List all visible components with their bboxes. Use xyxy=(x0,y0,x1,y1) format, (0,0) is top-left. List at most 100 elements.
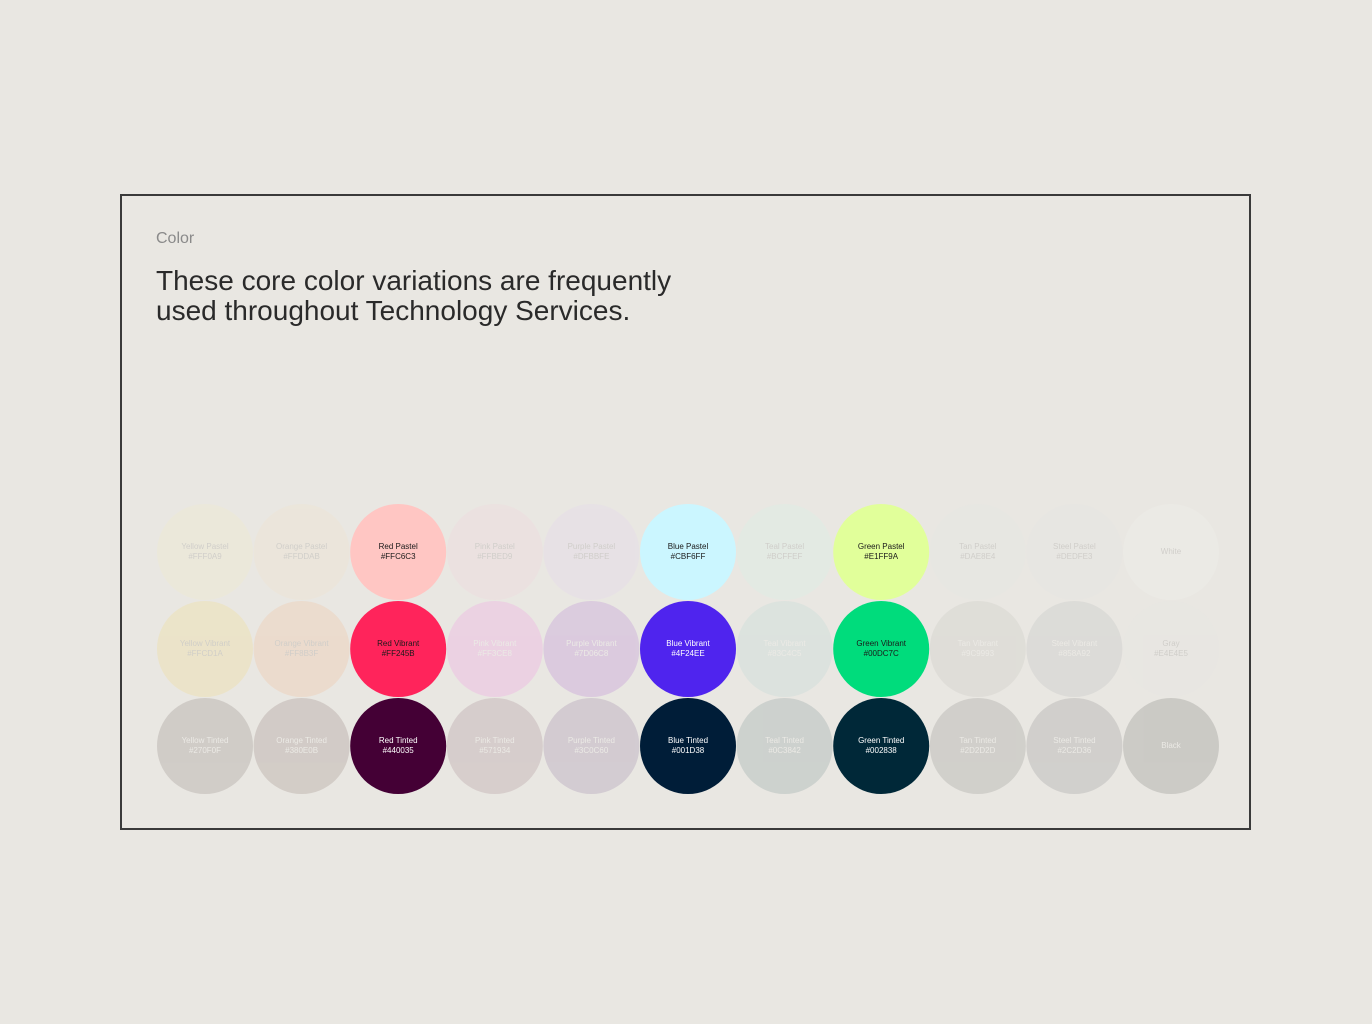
heading-line: used throughout Technology Services. xyxy=(156,295,631,326)
swatch-circle xyxy=(833,504,930,600)
swatch-hex: #FFF0A9 xyxy=(188,552,222,561)
swatch: Pink Vibrant#FF3CE8 xyxy=(446,601,543,697)
swatch-hex: #E1FF9A xyxy=(864,552,898,561)
swatch-hex: #440035 xyxy=(383,746,415,755)
swatch-circle xyxy=(350,504,447,600)
swatch: Yellow Pastel#FFF0A9 xyxy=(157,504,253,600)
swatch-circle xyxy=(253,504,350,600)
swatch-hex: #DEDFE3 xyxy=(1056,552,1093,561)
swatch-circle xyxy=(640,504,736,600)
swatch-circle xyxy=(640,698,736,794)
swatch-name: Pink Tinted xyxy=(475,736,515,745)
swatch-name: Red Tinted xyxy=(379,736,418,745)
swatch: Yellow Tinted#270F0F xyxy=(157,698,253,794)
swatch-name: Blue Pastel xyxy=(668,542,709,551)
swatch: Steel Tinted#2C2D36 xyxy=(1026,698,1123,794)
swatch-circle xyxy=(833,698,930,794)
swatch-circle xyxy=(929,601,1026,697)
swatch-name: Green Vibrant xyxy=(856,639,906,648)
swatch: Purple Tinted#3C0C60 xyxy=(543,698,640,794)
swatch-circle xyxy=(1026,601,1123,697)
swatch: Purple Pastel#DFBBFE xyxy=(543,504,640,600)
swatch-circle xyxy=(1026,698,1123,794)
swatch-name: Red Vibrant xyxy=(377,639,420,648)
swatch-circle xyxy=(253,601,350,697)
swatch-name: Orange Pastel xyxy=(276,542,327,551)
swatch: Yellow Vibrant#FFCD1A xyxy=(157,601,253,697)
swatch-hex: #00DC7C xyxy=(864,649,899,658)
swatch: Teal Pastel#BCFFEF xyxy=(736,504,833,600)
swatch: Orange Pastel#FFDDAB xyxy=(253,504,350,600)
swatch-hex: #FF8B3F xyxy=(285,649,318,658)
swatch-name: Tan Tinted xyxy=(959,736,996,745)
swatch-circle xyxy=(1123,698,1219,794)
swatch-circle xyxy=(157,504,253,600)
swatch-circle xyxy=(253,698,350,794)
swatch: Red Tinted#440035 xyxy=(350,698,447,794)
swatch-hex: #DAE8E4 xyxy=(960,552,996,561)
swatch-circle xyxy=(350,698,447,794)
swatch-name: Yellow Pastel xyxy=(181,542,229,551)
swatch: Blue Vibrant#4F24EE xyxy=(640,601,736,697)
swatch-name: Purple Vibrant xyxy=(566,639,617,648)
swatch-hex: #2D2D2D xyxy=(960,746,995,755)
swatch-name: Steel Vibrant xyxy=(1052,639,1098,648)
swatch-hex: #BCFFEF xyxy=(767,552,803,561)
swatch: Green Pastel#E1FF9A xyxy=(833,504,930,600)
swatch-circle xyxy=(1123,601,1219,697)
swatch: Teal Tinted#0C3842 xyxy=(736,698,833,794)
swatch-hex: #E4E4E5 xyxy=(1154,649,1188,658)
swatch-name: Orange Vibrant xyxy=(275,639,330,648)
swatch-name: Teal Tinted xyxy=(765,736,804,745)
swatch-hex: #3C0C60 xyxy=(574,746,608,755)
swatch-circle xyxy=(543,601,640,697)
swatch-hex: #83C4C5 xyxy=(768,649,802,658)
swatch-hex: #FF245B xyxy=(382,649,415,658)
swatch: Purple Vibrant#7D06C8 xyxy=(543,601,640,697)
swatch-hex: #2C2D36 xyxy=(1057,746,1091,755)
swatch: Gray#E4E4E5 xyxy=(1123,601,1219,697)
swatch-hex: #858A92 xyxy=(1058,649,1091,658)
swatch: Steel Vibrant#858A92 xyxy=(1026,601,1123,697)
swatch-circle xyxy=(543,698,640,794)
swatch: White xyxy=(1123,504,1219,600)
swatch-name: White xyxy=(1161,547,1182,556)
swatch-name: Tan Pastel xyxy=(959,542,997,551)
swatch-name: Blue Vibrant xyxy=(666,639,710,648)
swatch: Green Vibrant#00DC7C xyxy=(833,601,930,697)
swatch-circle xyxy=(640,601,736,697)
swatch-circle xyxy=(929,698,1026,794)
swatch-circle xyxy=(543,504,640,600)
swatch: Orange Vibrant#FF8B3F xyxy=(253,601,350,697)
swatch-name: Pink Pastel xyxy=(475,542,515,551)
swatch: Green Tinted#002838 xyxy=(833,698,930,794)
swatch: Tan Pastel#DAE8E4 xyxy=(929,504,1026,600)
swatch-name: Purple Tinted xyxy=(568,736,615,745)
heading: These core color variations are frequent… xyxy=(156,266,671,326)
swatch-name: Tan Vibrant xyxy=(958,639,999,648)
swatch: Tan Vibrant#9C9993 xyxy=(929,601,1026,697)
swatch-circle xyxy=(446,698,543,794)
swatch-circle xyxy=(446,601,543,697)
swatch-name: Purple Pastel xyxy=(568,542,616,551)
swatch-name: Green Tinted xyxy=(858,736,904,745)
swatch-name: Black xyxy=(1161,741,1182,750)
swatch-name: Teal Pastel xyxy=(765,542,804,551)
swatch: Blue Tinted#001D38 xyxy=(640,698,736,794)
swatch-hex: #001D38 xyxy=(672,746,705,755)
heading-line: These core color variations are frequent… xyxy=(156,265,672,296)
swatch-circle xyxy=(929,504,1026,600)
swatch-circle xyxy=(736,698,833,794)
section-label: Color xyxy=(156,230,195,247)
swatch-name: Gray xyxy=(1162,639,1179,648)
swatch-name: Blue Tinted xyxy=(668,736,708,745)
swatch: Orange Tinted#380E0B xyxy=(253,698,350,794)
swatch-name: Steel Pastel xyxy=(1053,542,1096,551)
swatch-name: Yellow Vibrant xyxy=(180,639,231,648)
swatch: Black xyxy=(1123,698,1219,794)
swatch-name: Steel Tinted xyxy=(1053,736,1095,745)
swatch: Pink Tinted#571934 xyxy=(446,698,543,794)
swatch-circle xyxy=(350,601,447,697)
swatch-hex: #FFBED9 xyxy=(477,552,513,561)
